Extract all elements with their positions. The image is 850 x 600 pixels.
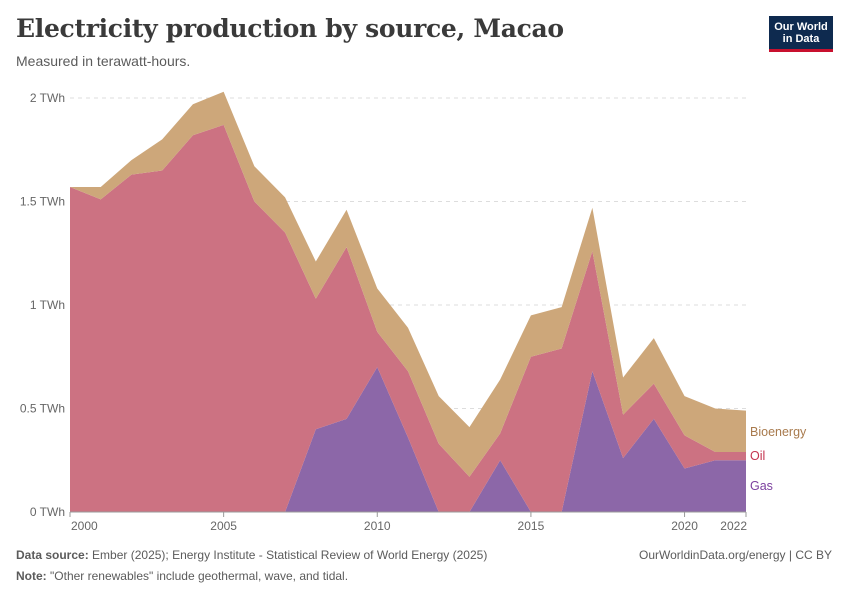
- x-axis: 2000 2005 2010 2015 2020 2022: [69, 511, 747, 533]
- owid-logo[interactable]: Our World in Data: [769, 16, 833, 52]
- data-source-text: Ember (2025); Energy Institute - Statist…: [92, 548, 488, 562]
- x-tick-label: 2015: [518, 519, 545, 533]
- note: Note: "Other renewables" include geother…: [16, 569, 348, 583]
- note-text: "Other renewables" include geothermal, w…: [50, 569, 349, 583]
- y-tick-label: 2 TWh: [30, 91, 65, 105]
- legend-gas: Gas: [750, 479, 773, 493]
- y-tick-label: 1.5 TWh: [20, 195, 65, 209]
- legend-oil: Oil: [750, 449, 765, 463]
- note-label: Note:: [16, 569, 47, 583]
- area-oil: [70, 124, 746, 512]
- y-tick-label: 0 TWh: [30, 505, 65, 519]
- legend-bioenergy: Bioenergy: [750, 425, 807, 439]
- y-tick-label: 0.5 TWh: [20, 402, 65, 416]
- y-axis: 0 TWh 0.5 TWh 1 TWh 1.5 TWh 2 TWh: [20, 91, 65, 519]
- x-tick-label: 2022: [720, 519, 747, 533]
- x-tick-label: 2010: [364, 519, 391, 533]
- logo-line-1: Our World: [774, 21, 828, 33]
- data-source: Data source: Ember (2025); Energy Instit…: [16, 548, 487, 562]
- x-tick-label: 2020: [671, 519, 698, 533]
- x-tick-label: 2005: [210, 519, 237, 533]
- logo-line-2: in Data: [782, 33, 820, 45]
- chart-subtitle: Measured in terawatt-hours.: [16, 53, 191, 69]
- y-tick-label: 1 TWh: [30, 298, 65, 312]
- x-tick-label: 2000: [71, 519, 98, 533]
- legend: Gas Oil Bioenergy: [750, 425, 807, 493]
- data-source-label: Data source:: [16, 548, 89, 562]
- chart-title: Electricity production by source, Macao: [16, 14, 564, 43]
- area-series: [70, 91, 746, 512]
- source-url[interactable]: OurWorldinData.org/energy | CC BY: [639, 548, 832, 562]
- area-gas: [70, 367, 746, 512]
